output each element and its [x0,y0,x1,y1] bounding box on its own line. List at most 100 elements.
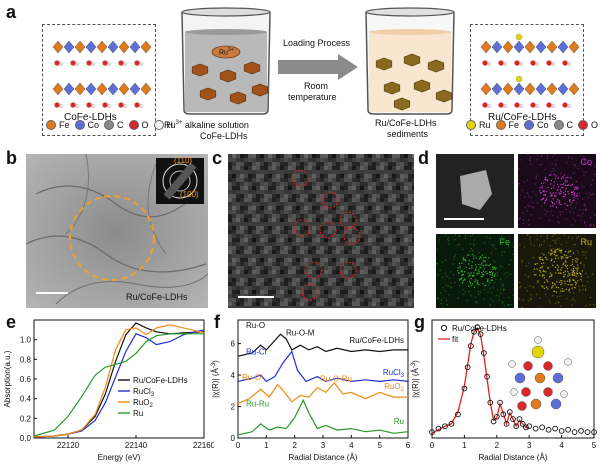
y-tick-label: 0.0 [20,434,32,443]
data-point [484,373,490,380]
single-atom-marker [291,169,309,187]
ru-ion-droplet [211,45,241,59]
y-tick-label: 1.0 [20,336,32,345]
legend-left-atoms: Fe Co C O H [46,120,175,130]
legend-dot-c [104,120,115,130]
legend-label-co: Co [87,120,100,130]
x-tick-label: 4 [559,441,564,450]
data-point [468,343,474,349]
peak-annotation: Ru-O-M [286,329,315,338]
legend-dot-co [74,120,85,130]
data-point [477,331,484,338]
ldh-platelet [191,63,209,77]
saed-label-100: (100) [180,190,199,199]
cluster-atom [534,372,546,384]
x-tick-label: 22120 [57,441,80,450]
scale-bar-b [36,292,68,294]
y-tick-label: 0.6 [20,375,32,384]
legend-label: Ru/CoFe-LDHs [452,324,507,333]
x-axis-label: Radial Distance (Å) [479,453,548,462]
oxygen-atom [54,60,60,66]
peak-annotation: Ru-Ru [246,400,269,409]
data-point [480,350,487,356]
cluster-atom [523,361,533,371]
right-ldh-inset [470,24,584,136]
series-line-2 [33,324,205,438]
oxygen-atom [54,102,60,108]
cluster-atom [531,345,545,359]
legend-dot-o [578,120,589,130]
legend-label: fit [452,335,459,344]
oxygen-atom [562,60,568,66]
data-point [584,429,591,435]
data-point [442,423,448,430]
x-tick-label: 1 [462,441,467,450]
legend-label: RuCl3 [133,387,155,398]
x-axis-label: Energy (eV) [98,453,141,462]
single-atom-marker [301,283,319,301]
legend-label-c: C [117,120,124,130]
data-point [516,416,523,422]
legend-dot-fe [46,120,56,130]
data-point [591,429,597,435]
cluster-atom [552,372,564,384]
data-point [526,423,533,430]
tem-image: (110) (100) Ru/CoFe-LDHs [26,154,208,308]
series-line-1 [237,350,409,383]
oxygen-atom [498,60,504,66]
data-point [523,424,529,431]
chart-f-exafs: 0 2 4 6 0 1 2 3 4 5 6 Radial Distance (Å) |χ(R)| (Å-… [211,319,411,462]
x-tick-label: 22140 [125,441,148,450]
panel-letter-f: f [214,312,220,332]
eds-label-co: Co [580,157,592,167]
panel-letter-b: b [6,148,17,168]
x-tick-label: 0 [430,441,435,450]
chart-g-fit: 0 1 2 3 4 5 Radial Distance (Å) |χ(R)| (Å-3) Ru/… [411,319,597,462]
data-point [558,428,565,434]
data-point [471,328,477,335]
data-point [513,423,520,430]
legend-dot-co [524,120,535,130]
beaker2-caption-line2: sediments [387,129,429,139]
cluster-atom [550,398,562,410]
oxygen-atom [514,60,520,66]
single-atom-marker [305,261,323,279]
peak-annotation: Ru-O-Ru [320,374,352,383]
legend-marker [440,324,448,332]
eds-mapping-grid: Co Fe Ru [436,154,596,308]
y-axis-label: |χ(R)| (Å-3) [211,360,220,398]
oxygen-atom [134,102,140,108]
single-atom-marker [343,227,361,245]
beaker1-inner-label: Ru3+ [219,47,234,57]
eds-label-ru: Ru [580,237,592,247]
legend-label: RuO2 [133,398,153,409]
panel-letter-d: d [418,148,429,168]
data-point [429,429,435,435]
ru-atom [515,33,523,41]
series-line-0 [237,333,408,357]
data-point [539,424,546,431]
ldh-platelet [243,61,261,75]
data-point [455,411,461,418]
cluster-atom [508,360,516,368]
left-ldh-inset [42,24,156,136]
cluster-atom [521,387,531,397]
data-point [571,429,578,435]
data-point [493,413,500,420]
legend-dot-h [153,120,164,130]
legend-label: Ru [133,409,143,418]
data-point [552,425,558,432]
legend-label-c: C [566,120,574,130]
x-tick-label: 3 [321,441,326,450]
single-atom-marker [319,221,337,239]
data-point [490,418,497,425]
ru-ldh-platelet [413,79,431,93]
legend-label-fe: Fe [508,120,520,130]
x-tick-label: 5 [592,441,597,450]
x-tick-label: 1 [264,441,269,450]
y-tick-label: 0.8 [20,355,32,364]
haadf-image [228,154,414,308]
y-tick-label: 0.4 [20,395,32,404]
arrow-bottom-label-1: Room [304,81,329,91]
panel-letter-e: e [6,312,17,332]
